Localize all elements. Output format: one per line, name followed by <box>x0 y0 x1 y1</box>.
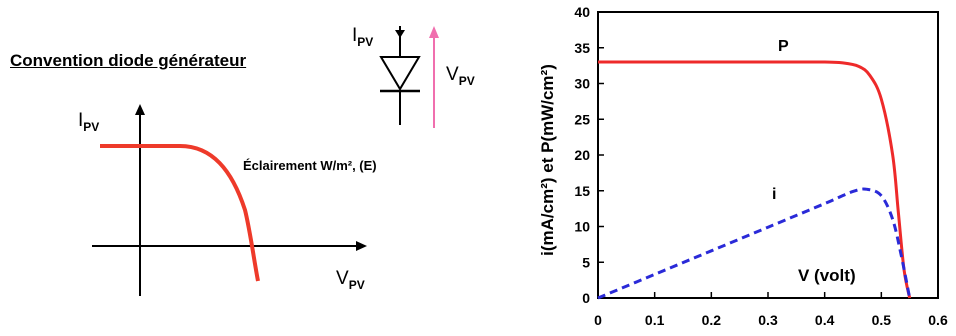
diode-current-arrowhead <box>395 30 405 38</box>
sketch-x-label: VPV <box>336 268 365 292</box>
chart-x-label: V (volt) <box>798 266 856 285</box>
y-tick-label: 0 <box>582 290 590 306</box>
y-tick-label: 35 <box>574 40 590 56</box>
chart-frame <box>597 11 939 299</box>
series-line-i <box>597 187 912 300</box>
diode-voltage-label: VPV <box>446 64 475 88</box>
diode-triangle <box>379 56 421 91</box>
sketch-y-arrowhead <box>135 104 145 115</box>
y-tick-label: 5 <box>582 254 590 270</box>
sketch-x-arrowhead <box>356 241 367 251</box>
voltage-arrowhead <box>429 26 439 38</box>
series-label-i: i <box>772 186 777 203</box>
x-tick-label: 0.3 <box>758 312 778 328</box>
sketch-y-label: IPV <box>78 110 100 134</box>
series-line-P <box>598 60 912 299</box>
y-tick-label: 30 <box>574 76 590 92</box>
iv-curve <box>100 144 260 282</box>
x-tick-label: 0.4 <box>815 312 835 328</box>
series-label-p: P <box>778 38 789 55</box>
convention-title: Convention diode générateur <box>10 51 247 70</box>
y-tick-label: 40 <box>574 4 590 20</box>
x-tick-label: 0.6 <box>928 312 948 328</box>
x-tick-label: 0.5 <box>872 312 892 328</box>
illumination-label: Éclairement W/m², (E) <box>243 158 377 173</box>
y-tick-label: 20 <box>574 147 590 163</box>
y-tick-label: 25 <box>574 111 590 127</box>
x-tick-label: 0.2 <box>702 312 722 328</box>
x-tick-label: 0.1 <box>645 312 665 328</box>
x-tick-label: 0 <box>594 312 602 328</box>
y-tick-label: 15 <box>574 183 590 199</box>
diode-current-label: IPV <box>352 25 374 49</box>
iv-sketch <box>92 26 439 296</box>
y-tick-label: 10 <box>574 219 590 235</box>
